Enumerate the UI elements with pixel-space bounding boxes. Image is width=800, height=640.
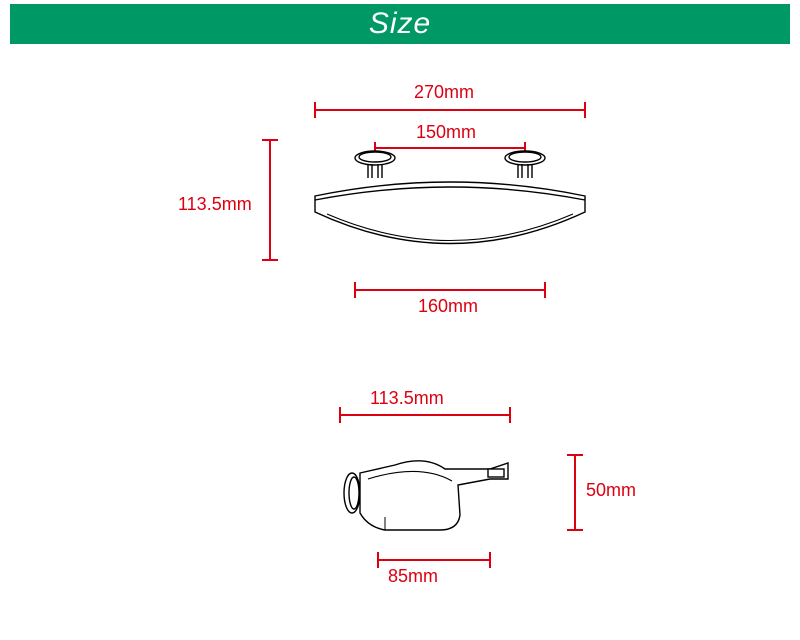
diagram-svg: [0, 0, 800, 640]
